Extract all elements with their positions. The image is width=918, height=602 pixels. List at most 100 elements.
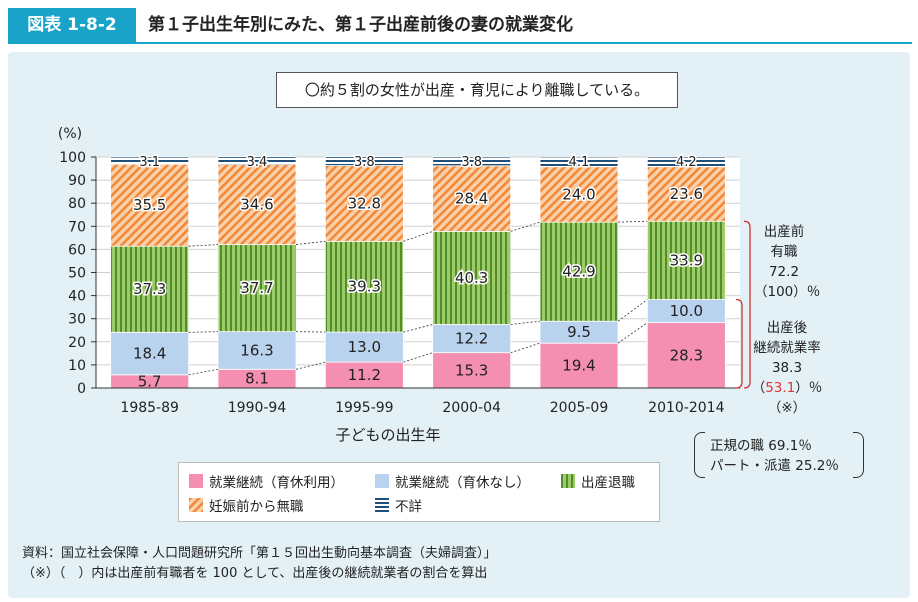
- bar-segment: [324, 240, 404, 333]
- y-tick-label: 0: [77, 381, 86, 397]
- pre-employed-bracket: [743, 220, 751, 389]
- value-label: 3.1: [139, 155, 160, 170]
- bar-segment: [432, 156, 512, 167]
- value-label: 11.2: [348, 366, 381, 384]
- pre-label-2: 有職: [770, 244, 798, 260]
- figure-title: 第１子出生年別にみた、第１子出産前後の妻の就業変化: [148, 15, 573, 35]
- value-label: 23.6: [670, 185, 703, 203]
- legend-item-unknown: 不詳: [375, 495, 422, 515]
- post-employed-bracket: [735, 298, 743, 389]
- y-tick-label: 100: [59, 150, 86, 166]
- bar-segment: [217, 331, 297, 370]
- legend-swatch-noleave: [375, 474, 389, 488]
- connector-line: [510, 221, 541, 232]
- connector-line: [403, 324, 433, 333]
- value-label: 5.7: [138, 372, 162, 390]
- connector-line: [188, 368, 219, 376]
- legend-swatch-unknown: [375, 498, 389, 512]
- bar-segment: [539, 342, 619, 389]
- bar-segment: [217, 164, 297, 245]
- value-label: 28.4: [455, 190, 488, 208]
- part-time-text: パート・派遣 25.2％: [710, 458, 839, 474]
- connector-line: [617, 220, 648, 223]
- y-tick-label: 70: [68, 219, 86, 235]
- connector-line: [188, 331, 219, 333]
- post-ratio-line: （53.1）％: [744, 378, 830, 398]
- y-tick-label: 30: [68, 312, 86, 328]
- post-ratio-open: （: [751, 380, 766, 396]
- regular-employment-text: 正規の職 69.1％: [710, 438, 812, 454]
- post-ratio-value: 53.1: [765, 380, 796, 396]
- bar-segment: [432, 352, 512, 389]
- bar-segment: [539, 221, 619, 322]
- connector-line: [510, 342, 541, 354]
- value-label: 35.5: [133, 196, 166, 214]
- value-label: 12.2: [455, 330, 488, 348]
- connector-line: [188, 244, 219, 247]
- legend-label-unemployed: 妊娠前から無職: [209, 499, 304, 515]
- connector-line: [403, 231, 433, 242]
- bar-segment: [432, 230, 512, 325]
- post-value: 38.3: [771, 360, 803, 376]
- pre-value: 72.2: [768, 264, 800, 280]
- value-label: 13.0: [348, 338, 381, 356]
- legend-swatch-unemployed: [189, 498, 203, 512]
- y-tick-label: 10: [68, 358, 86, 374]
- connector-line: [510, 320, 541, 325]
- category-label: 2000-04: [442, 400, 501, 416]
- value-label: 3.8: [461, 155, 482, 170]
- bar-segment: [539, 166, 619, 223]
- value-label: 4.1: [569, 155, 590, 170]
- value-label: 9.5: [567, 323, 591, 341]
- bar-segment: [432, 165, 512, 232]
- legend-item-noleave: 就業継続（育休なし）: [375, 471, 530, 491]
- value-label: 37.3: [133, 280, 166, 298]
- bar-segment: [110, 156, 190, 165]
- value-label: 8.1: [245, 370, 269, 388]
- legend-item-leave: 就業継続（育休利用）: [189, 471, 344, 491]
- value-label: 15.3: [455, 361, 488, 379]
- value-label: 39.3: [348, 278, 381, 296]
- pre-birth-employed-block: 出産前 有職 72.2 （100）％: [754, 222, 820, 302]
- connector-line: [617, 322, 648, 344]
- legend-label-quit: 出産退職: [581, 475, 635, 491]
- employment-breakdown-box: 正規の職 69.1％ パート・派遣 25.2％: [694, 428, 864, 480]
- bar-segment: [217, 244, 297, 333]
- y-tick-label: 90: [68, 173, 86, 189]
- figure-number-badge: 図表 1-8-2: [8, 8, 136, 42]
- bar-segment: [646, 166, 726, 222]
- legend-swatch-quit: [561, 474, 575, 488]
- bar-segment: [110, 331, 190, 376]
- value-label: 42.9: [562, 263, 595, 281]
- bar-segment: [324, 156, 404, 166]
- bar-segment: [324, 331, 404, 363]
- legend-label-noleave: 就業継続（育休なし）: [395, 475, 530, 491]
- bar-segment: [324, 165, 404, 242]
- value-label: 4.2: [676, 155, 697, 170]
- value-label: 10.0: [670, 302, 703, 320]
- footnote: （※）（ ）内は出産前有職者を 100 として、出産後の継続就業者の割合を算出: [22, 566, 488, 581]
- value-label: 34.6: [240, 196, 273, 214]
- bar-segment: [539, 156, 619, 168]
- category-label: 1990-94: [228, 400, 287, 416]
- y-axis-label: (%): [58, 126, 82, 142]
- bar-segment: [432, 324, 512, 354]
- legend-label-leave: 就業継続（育休利用）: [209, 475, 344, 491]
- connector-line: [295, 361, 326, 370]
- pre-label-1: 出産前: [763, 224, 805, 240]
- bar-segment: [217, 156, 297, 166]
- value-label: 40.3: [455, 269, 488, 287]
- value-label: 28.3: [670, 346, 703, 364]
- summary-box: 〇約５割の女性が出産・育児により離職している。: [276, 72, 678, 108]
- legend-item-unemployed: 妊娠前から無職: [189, 495, 304, 515]
- connector-line: [295, 240, 326, 245]
- value-label: 33.9: [670, 251, 703, 269]
- right-bracket: [853, 432, 864, 478]
- value-label: 3.8: [354, 155, 375, 170]
- legend-label-unknown: 不詳: [395, 499, 422, 515]
- value-label: 24.0: [562, 185, 595, 203]
- left-bracket: [694, 432, 705, 478]
- y-tick-label: 60: [68, 242, 86, 258]
- value-label: 3.4: [247, 155, 268, 170]
